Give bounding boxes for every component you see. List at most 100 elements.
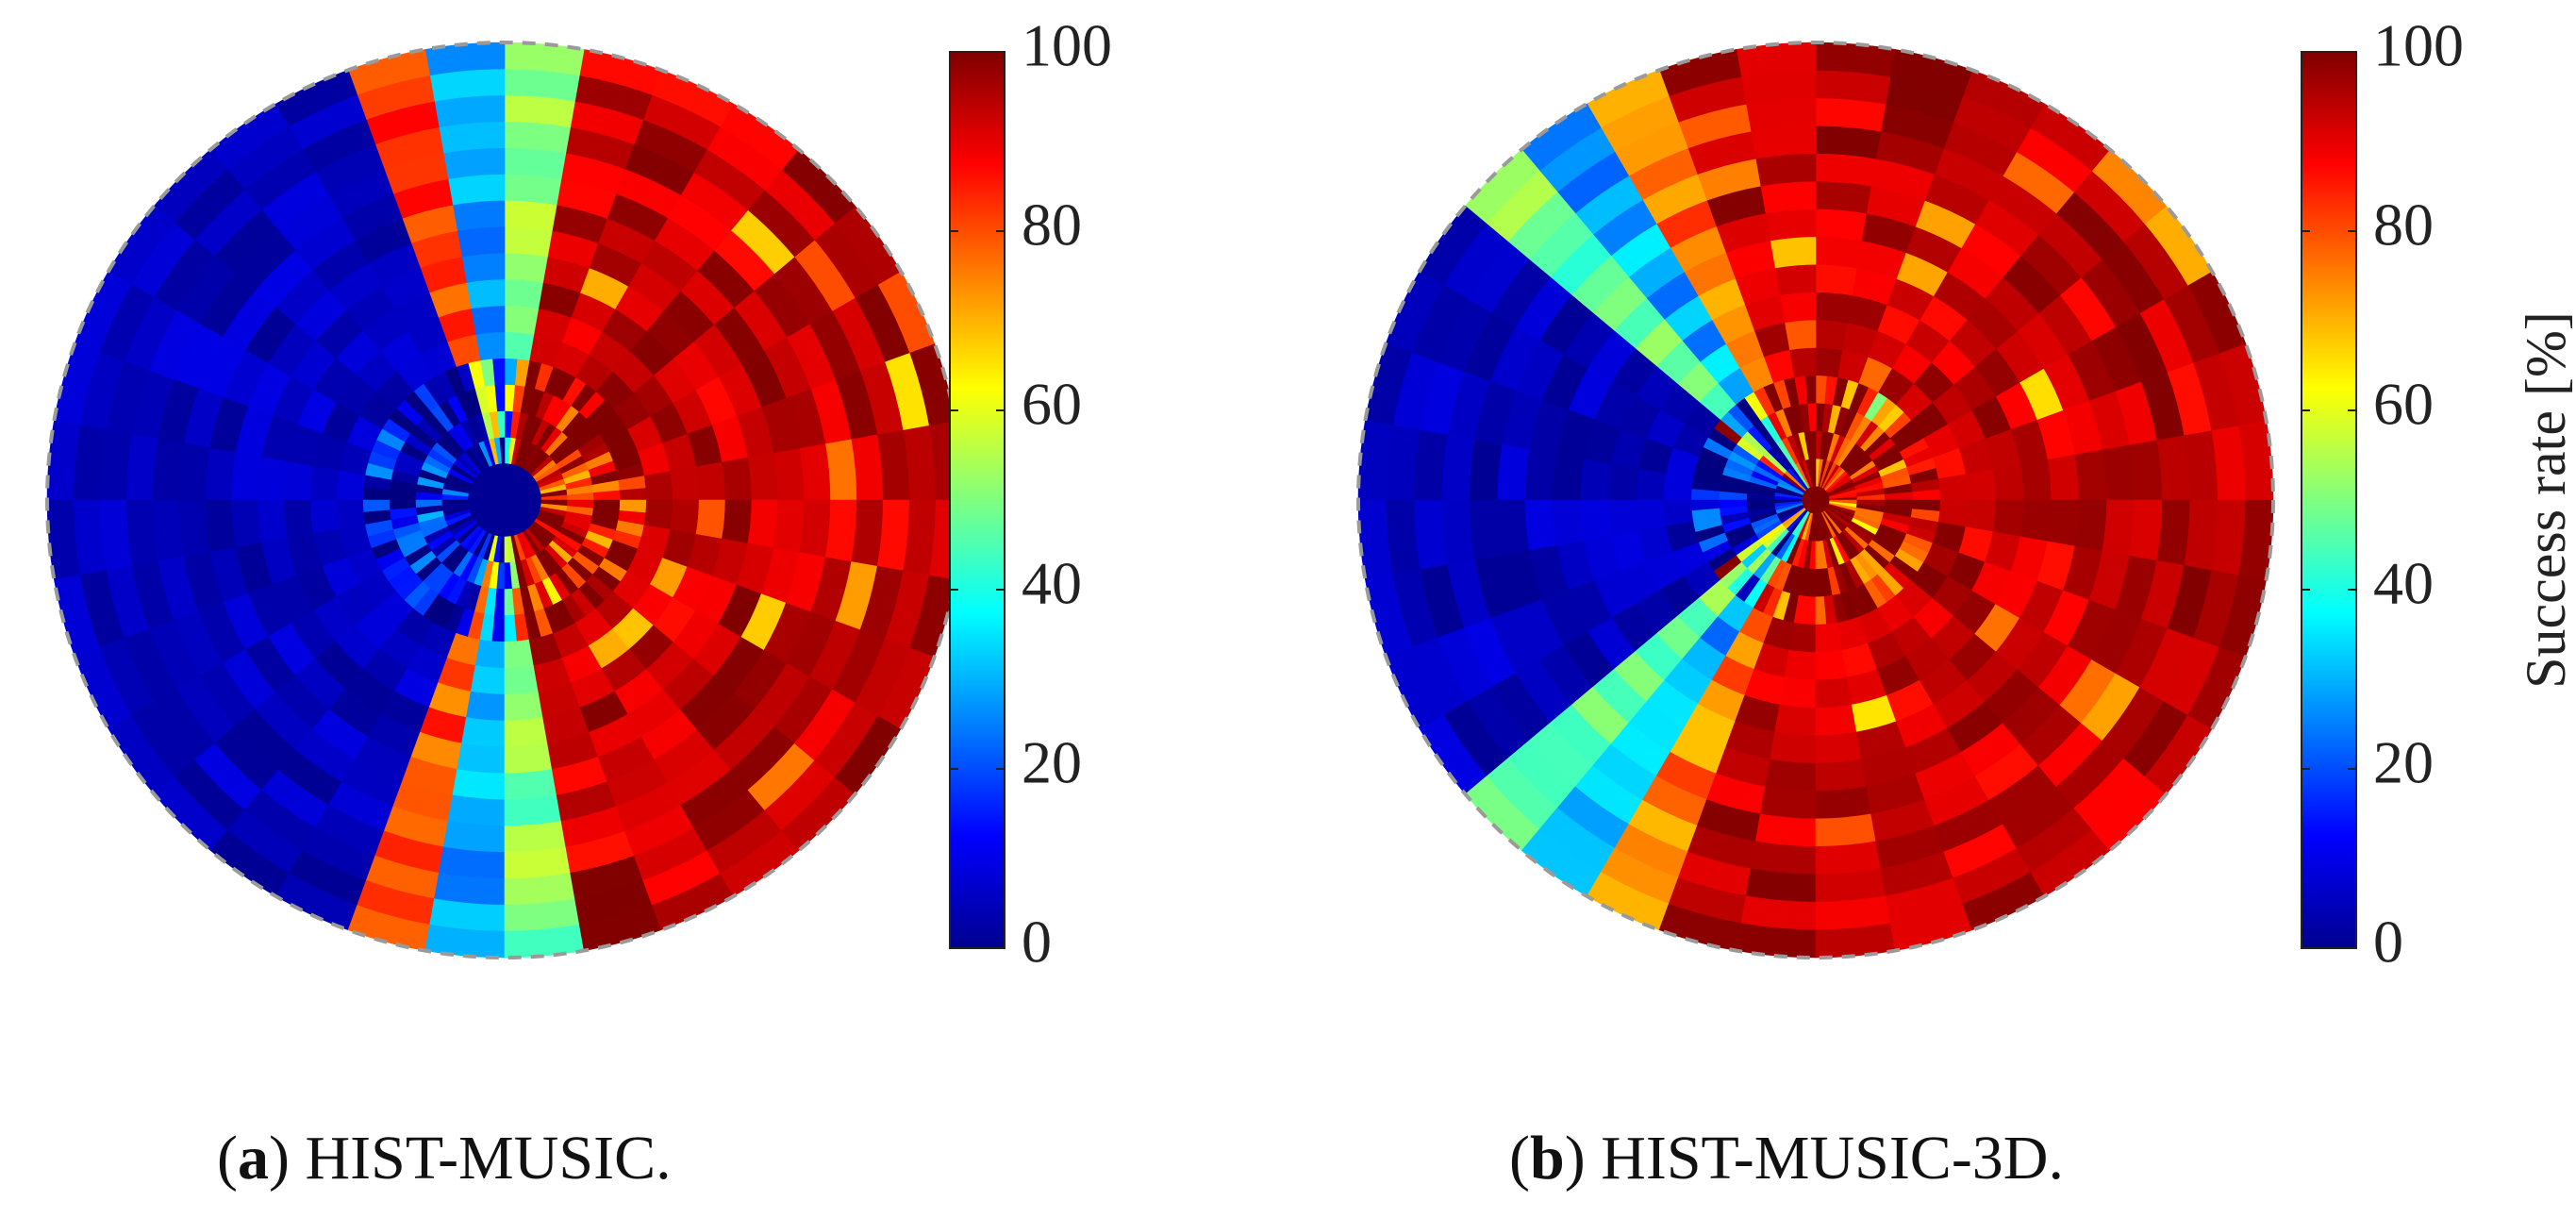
colorbar-tick-label: 0 xyxy=(2373,909,2403,976)
heatmap-cell xyxy=(1815,319,1848,351)
heatmap-cell xyxy=(1524,449,1557,501)
heatmap-cell xyxy=(178,499,210,558)
heatmap-cell xyxy=(504,147,567,180)
heatmap-cell xyxy=(447,174,506,206)
heatmap-cell xyxy=(2102,443,2136,501)
heatmap-cell xyxy=(1770,236,1817,269)
heatmap-cell xyxy=(452,769,506,800)
heatmap-cell xyxy=(1965,468,1997,501)
heatmap-cell xyxy=(504,358,518,386)
heatmap-cell xyxy=(442,820,506,853)
heatmap-cell xyxy=(1815,786,1872,820)
colorbar-a: 0 20 40 60 80 100 xyxy=(949,12,1112,976)
heatmap-cell xyxy=(1815,841,1882,876)
colorbar-b-label: Success rate [%] xyxy=(2515,311,2576,689)
colorbar-tick-label: 20 xyxy=(2373,729,2434,796)
heatmap-cell xyxy=(824,499,857,562)
heatmap-cell xyxy=(2047,499,2080,546)
heatmap-cell xyxy=(2156,434,2191,501)
heatmap-cell xyxy=(1992,463,2024,501)
heatmap-cell xyxy=(1496,443,1530,501)
heatmap-cell xyxy=(504,665,540,695)
center-disk xyxy=(468,463,541,537)
heatmap-cell xyxy=(466,278,506,309)
colorbar-tick-label: 100 xyxy=(2373,12,2464,79)
heatmap-cell xyxy=(205,499,236,553)
heatmap-cell xyxy=(1788,622,1817,653)
heatmap-cell xyxy=(1779,292,1817,324)
heatmap-cell xyxy=(461,252,506,283)
heatmap-cell xyxy=(1815,236,1862,269)
heatmap-cell xyxy=(722,457,753,501)
heatmap-cell xyxy=(643,499,673,530)
heatmap-cell xyxy=(799,499,831,558)
heatmap-cell xyxy=(1815,180,1872,214)
heatmap-cell xyxy=(2074,449,2107,501)
heatmap-cell xyxy=(470,305,506,335)
heatmap-cell xyxy=(230,499,262,548)
heatmap-cell xyxy=(1815,263,1857,296)
heatmap-cell xyxy=(1815,649,1848,681)
colorbar-b-ticks: 0 20 40 60 80 100 xyxy=(2302,12,2464,976)
heatmap-cell xyxy=(1784,649,1817,681)
polar-heatmap-b xyxy=(1357,42,2274,959)
colorbar-tick-label: 40 xyxy=(2373,550,2434,617)
center-disk xyxy=(1802,486,1830,514)
heatmap-cell xyxy=(2129,439,2163,501)
heatmap-cell xyxy=(695,499,726,539)
heatmap-cell xyxy=(1774,263,1817,296)
heatmap-cell xyxy=(452,200,506,231)
caption-a: (a) HIST-MUSIC. xyxy=(217,1124,672,1193)
heatmap-cell xyxy=(1965,499,1997,532)
heatmap-cell xyxy=(470,665,506,695)
heatmap-cell xyxy=(309,499,340,535)
heatmap-cell xyxy=(722,499,753,543)
heatmap-cell xyxy=(2019,499,2052,542)
heatmap-cell xyxy=(799,442,831,501)
heatmap-cell xyxy=(504,305,540,335)
colorbar-tick-label: 80 xyxy=(2373,192,2434,259)
heatmap-cell xyxy=(643,470,673,501)
heatmap-cell xyxy=(1815,759,1867,792)
heatmap-cell xyxy=(1815,731,1862,764)
heatmap-cell xyxy=(178,442,210,501)
heatmap-cell xyxy=(1815,676,1853,709)
heatmap-cell xyxy=(2156,499,2191,566)
heatmap-cell xyxy=(1607,463,1639,501)
heatmap-cell xyxy=(1765,759,1817,792)
heatmap-cell xyxy=(461,717,506,748)
heatmap-cell xyxy=(457,225,506,258)
heatmap-cell xyxy=(1770,731,1817,764)
heatmap-cell xyxy=(504,639,535,669)
heatmap-cell xyxy=(747,452,779,501)
heatmap-cell xyxy=(504,174,562,206)
heatmap-cell xyxy=(1759,180,1817,214)
heatmap-cell xyxy=(336,470,366,501)
heatmap-cell xyxy=(1552,454,1585,501)
colorbar-a-bar xyxy=(949,51,1005,949)
heatmap-cell xyxy=(504,200,557,231)
heatmap-cell xyxy=(152,499,185,562)
heatmap-cell xyxy=(257,457,288,501)
heatmap-cell xyxy=(283,499,314,539)
heatmap-cell xyxy=(491,614,506,642)
colorbar-b-bar xyxy=(2301,51,2357,949)
heatmap-cell xyxy=(1579,459,1612,501)
heatmap-cell xyxy=(1784,319,1817,351)
heatmap-cell xyxy=(504,742,553,775)
heatmap-cell xyxy=(1774,704,1817,737)
heatmap-cell xyxy=(205,447,236,501)
heatmap-cell xyxy=(1815,813,1877,847)
colorbar-tick-label: 60 xyxy=(2373,371,2434,438)
heatmap-cell xyxy=(1992,499,2024,537)
heatmap-cell xyxy=(2047,454,2080,501)
heatmap-cell xyxy=(504,225,553,258)
heatmap-cell xyxy=(1759,786,1817,820)
heatmap-cell xyxy=(474,639,506,669)
heatmap-cell xyxy=(747,499,779,548)
heatmap-cell xyxy=(466,691,506,722)
heatmap-cell xyxy=(1750,125,1817,159)
heatmap-cell xyxy=(504,331,535,361)
heatmap-cell xyxy=(1635,499,1667,532)
